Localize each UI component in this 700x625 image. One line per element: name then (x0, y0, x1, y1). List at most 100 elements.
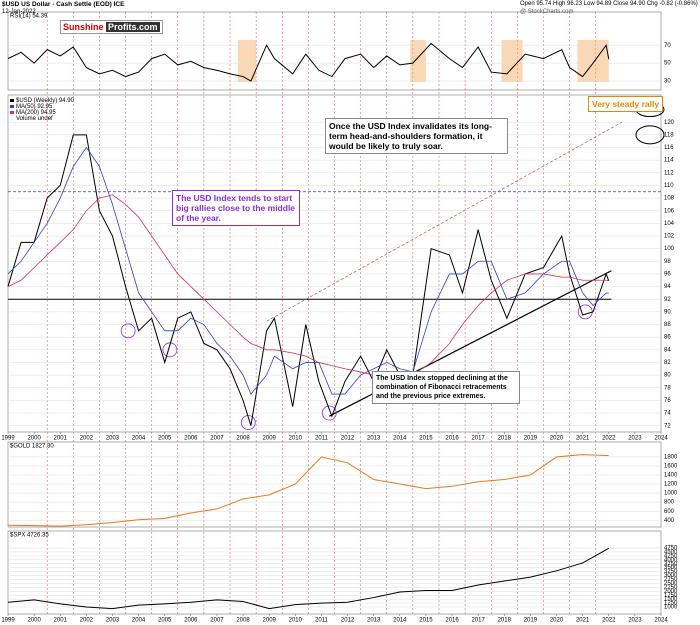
logo: Sunshine Profits.com (60, 20, 163, 34)
y-tick-label: 2000 (664, 589, 678, 595)
x-tick-label: 2019 (524, 618, 538, 624)
legend-label: $USD (Weekly) 94.90 (16, 98, 75, 104)
x-tick-label: 2008 (236, 618, 250, 624)
y-tick-label: 98 (664, 259, 671, 265)
x-tick-label: 2010 (289, 436, 303, 442)
x-tick-label: 2013 (367, 436, 381, 442)
circle-mark (120, 323, 136, 339)
y-tick-label: 80 (664, 373, 671, 379)
y-tick-label: 3750 (664, 561, 678, 567)
y-tick-label: 3000 (664, 573, 678, 579)
y-tick-label: 2750 (664, 577, 678, 583)
y-tick-label: 120 (664, 120, 675, 126)
quote: Open 95.74 High 96.23 Low 94.89 Close 94… (520, 1, 698, 7)
y-tick-label: 1000 (664, 491, 678, 497)
y-tick-label: 1600 (664, 464, 678, 470)
x-tick-label: 2012 (341, 436, 355, 442)
x-tick-label: 2010 (289, 618, 303, 624)
x-tick-label: 2001 (54, 436, 68, 442)
x-tick-label: 2006 (184, 618, 198, 624)
y-tick-label: 1750 (664, 593, 678, 599)
x-tick-label: 2000 (27, 618, 41, 624)
panel-label: $GOLD 1827.30 (10, 444, 54, 450)
source: @ StockCharts.com (520, 9, 574, 15)
chart-title: $USD US Dollar - Cash Settle (EOD) ICE (2, 1, 125, 8)
legend-swatch (10, 111, 14, 114)
y-tick-label: 1250 (664, 601, 678, 607)
x-tick-label: 2018 (498, 618, 512, 624)
y-tick-label: 94 (664, 284, 671, 290)
legend-swatch (10, 105, 14, 108)
legend-label: Volume undef (16, 116, 53, 122)
y-tick-label: 106 (664, 208, 675, 214)
x-tick-label: 2007 (210, 436, 224, 442)
x-tick-label: 2013 (367, 618, 381, 624)
y-tick-label: 118 (664, 132, 674, 138)
x-tick-label: 2021 (576, 436, 590, 442)
x-tick-label: 2005 (158, 618, 172, 624)
y-tick-label: 4250 (664, 553, 678, 559)
x-tick-label: 2022 (602, 436, 616, 442)
y-tick-label: 4500 (664, 550, 678, 556)
series-line (7, 194, 609, 376)
logo-a: Sunshine (63, 22, 107, 32)
y-tick-label: 84 (664, 347, 671, 353)
y-tick-label: 82 (664, 360, 671, 366)
y-tick-label: 50 (664, 61, 671, 67)
x-tick-label: 2016 (445, 618, 459, 624)
x-tick-label: 2017 (471, 618, 485, 624)
x-tick-label: 2015 (419, 436, 433, 442)
y-tick-label: 1200 (664, 482, 678, 488)
x-tick-label: 2002 (80, 436, 94, 442)
x-tick-label: 2015 (419, 618, 433, 624)
panel-label: RSI(14) 54.39 (10, 14, 48, 20)
y-tick-label: 114 (664, 158, 674, 164)
series-line (7, 547, 610, 610)
x-tick-label: 2004 (132, 618, 146, 624)
annotation: Very steady rally (588, 96, 664, 112)
series-line (7, 146, 609, 395)
y-tick-label: 88 (664, 322, 671, 328)
highlight (501, 40, 523, 82)
annotation: The USD Index tends to start big rallies… (172, 190, 300, 226)
x-tick-label: 2005 (158, 436, 172, 442)
y-tick-label: 4750 (664, 546, 678, 552)
y-tick-label: 102 (664, 234, 675, 240)
x-tick-label: 2007 (210, 618, 224, 624)
date: 12-Jan-2022 (2, 9, 36, 15)
highlight (410, 40, 426, 82)
y-tick-label: 116 (664, 145, 674, 151)
y-tick-label: 1400 (664, 473, 678, 479)
x-tick-label: 2020 (550, 618, 564, 624)
highlight (577, 40, 609, 82)
x-tick-label: 2001 (54, 618, 68, 624)
x-tick-label: 2014 (393, 436, 407, 442)
y-tick-label: 1800 (664, 454, 678, 460)
y-tick-label: 2500 (664, 581, 678, 587)
y-tick-label: 74 (664, 411, 671, 417)
y-tick-label: 400 (664, 518, 675, 524)
x-tick-label: 2006 (184, 436, 198, 442)
x-tick-label: 2024 (654, 618, 668, 624)
circle-mark (240, 415, 256, 430)
trend-line (266, 121, 622, 322)
y-tick-label: 104 (664, 221, 675, 227)
x-tick-label: 2021 (576, 618, 590, 624)
x-tick-label: 2016 (445, 436, 459, 442)
highlight (237, 40, 257, 82)
x-tick-label: 2024 (654, 436, 668, 442)
y-tick-label: 600 (664, 509, 675, 515)
legend-label: MA(50) 92.95 (16, 104, 53, 110)
x-tick-label: 2004 (132, 436, 146, 442)
x-tick-label: 2009 (263, 436, 277, 442)
x-tick-label: 2023 (628, 618, 642, 624)
series-line (7, 454, 609, 527)
annotation: The USD Index stopped declining at the c… (372, 371, 520, 404)
circle-mark (321, 405, 337, 421)
y-tick-label: 1000 (664, 605, 678, 611)
x-tick-label: 2017 (471, 436, 485, 442)
target (635, 125, 665, 145)
x-tick-label: 2019 (524, 436, 538, 442)
y-tick-label: 72 (664, 423, 671, 429)
